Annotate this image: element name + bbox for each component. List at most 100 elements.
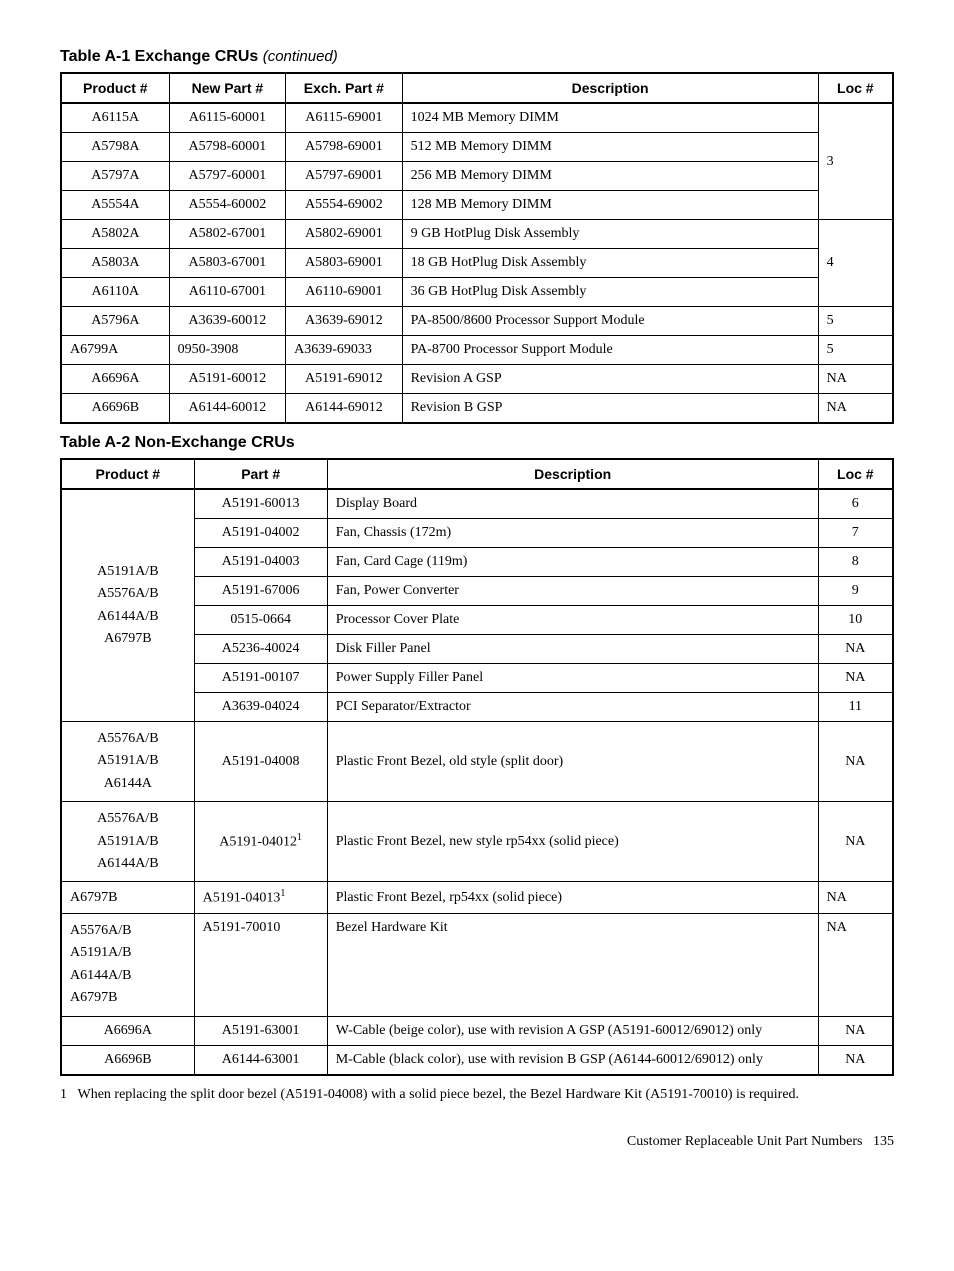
cell-part: A6144-63001 — [194, 1045, 327, 1075]
col-description: Description — [327, 459, 818, 489]
col-new-part: New Part # — [169, 73, 285, 103]
cell-description: Fan, Card Cage (119m) — [327, 548, 818, 577]
cell-new-part: A5797-60001 — [169, 162, 285, 191]
table-row: A6696A A5191-60012 A5191-69012 Revision … — [61, 365, 893, 394]
table-row: A6696A A5191-63001 W-Cable (beige color)… — [61, 1016, 893, 1045]
cell-new-part: A5191-60012 — [169, 365, 285, 394]
cell-description: PCI Separator/Extractor — [327, 693, 818, 722]
cell-part: A5191-67006 — [194, 577, 327, 606]
cell-description: Processor Cover Plate — [327, 606, 818, 635]
prod-line: A5191A/B — [97, 753, 158, 768]
cell-part: A3639-04024 — [194, 693, 327, 722]
cell-exch-part: A6115-69001 — [286, 103, 402, 133]
prod-line: A5191A/B — [70, 945, 131, 960]
cell-product: A5803A — [61, 249, 169, 278]
table-row: A5576A/B A5191A/B A6144A A5191-04008 Pla… — [61, 722, 893, 802]
cell-loc: 10 — [818, 606, 893, 635]
table-header-row: Product # Part # Description Loc # — [61, 459, 893, 489]
cell-loc: NA — [818, 1016, 893, 1045]
cell-part: A5191-040121 — [194, 802, 327, 882]
cell-loc: NA — [818, 664, 893, 693]
cell-part: A5191-04003 — [194, 548, 327, 577]
cell-loc: NA — [818, 394, 893, 424]
cell-product-group: A5576A/B A5191A/B A6144A — [61, 722, 194, 802]
cell-loc: 11 — [818, 693, 893, 722]
prod-line: A5191A/B — [97, 834, 158, 849]
cell-new-part: A5803-67001 — [169, 249, 285, 278]
table-row: A6115A A6115-60001 A6115-69001 1024 MB M… — [61, 103, 893, 133]
cell-product: A5554A — [61, 191, 169, 220]
cell-loc: 5 — [818, 336, 893, 365]
prod-line: A6797B — [104, 631, 151, 646]
footnote-ref: 1 — [297, 832, 302, 843]
cell-part: A5191-60013 — [194, 489, 327, 519]
caption-continued: (continued) — [263, 48, 338, 65]
table-row: A5191A/B A5576A/B A6144A/B A6797B A5191-… — [61, 489, 893, 519]
cell-part: A5191-04008 — [194, 722, 327, 802]
cell-new-part: 0950-3908 — [169, 336, 285, 365]
cell-description: Revision B GSP — [402, 394, 818, 424]
cell-loc: 6 — [818, 489, 893, 519]
cell-description: 1024 MB Memory DIMM — [402, 103, 818, 133]
cell-description: Plastic Front Bezel, new style rp54xx (s… — [327, 802, 818, 882]
col-loc: Loc # — [818, 459, 893, 489]
cell-new-part: A5802-67001 — [169, 220, 285, 249]
cell-exch-part: A5802-69001 — [286, 220, 402, 249]
prod-line: A6144A — [104, 776, 152, 791]
cell-part: A5191-70010 — [194, 914, 327, 1017]
cell-loc: NA — [818, 882, 893, 914]
cell-exch-part: A3639-69012 — [286, 307, 402, 336]
table-a1: Product # New Part # Exch. Part # Descri… — [60, 72, 894, 424]
cell-exch-part: A5803-69001 — [286, 249, 402, 278]
cell-product: A6696B — [61, 394, 169, 424]
cell-new-part: A6110-67001 — [169, 278, 285, 307]
footnote-text: When replacing the split door bezel (A51… — [78, 1087, 800, 1102]
prod-line: A5191A/B — [97, 564, 158, 579]
cell-new-part: A6144-60012 — [169, 394, 285, 424]
cell-product: A6799A — [61, 336, 169, 365]
caption-text: Table A-1 Exchange CRUs — [60, 48, 263, 65]
cell-description: 512 MB Memory DIMM — [402, 133, 818, 162]
cell-product: A6696A — [61, 365, 169, 394]
table-row: A5554A A5554-60002 A5554-69002 128 MB Me… — [61, 191, 893, 220]
cell-new-part: A5798-60001 — [169, 133, 285, 162]
part-text: A5191-04013 — [203, 891, 281, 906]
cell-new-part: A6115-60001 — [169, 103, 285, 133]
footer-title: Customer Replaceable Unit Part Numbers — [627, 1134, 863, 1149]
cell-loc: NA — [818, 722, 893, 802]
cell-loc: 9 — [818, 577, 893, 606]
cell-description: Plastic Front Bezel, old style (split do… — [327, 722, 818, 802]
cell-loc: NA — [818, 635, 893, 664]
cell-product-group: A5191A/B A5576A/B A6144A/B A6797B — [61, 489, 194, 722]
cell-part: 0515-0664 — [194, 606, 327, 635]
cell-exch-part: A5191-69012 — [286, 365, 402, 394]
cell-description: Power Supply Filler Panel — [327, 664, 818, 693]
cell-product: A6696A — [61, 1016, 194, 1045]
cell-exch-part: A5798-69001 — [286, 133, 402, 162]
cell-description: Disk Filler Panel — [327, 635, 818, 664]
cell-part: A5236-40024 — [194, 635, 327, 664]
cell-description: Plastic Front Bezel, rp54xx (solid piece… — [327, 882, 818, 914]
table-row: A6799A 0950-3908 A3639-69033 PA-8700 Pro… — [61, 336, 893, 365]
table-a2: Product # Part # Description Loc # A5191… — [60, 458, 894, 1076]
cell-loc: 4 — [818, 220, 893, 307]
col-description: Description — [402, 73, 818, 103]
cell-exch-part: A6144-69012 — [286, 394, 402, 424]
cell-part: A5191-63001 — [194, 1016, 327, 1045]
prod-line: A5576A/B — [97, 811, 158, 826]
table-row: A5803A A5803-67001 A5803-69001 18 GB Hot… — [61, 249, 893, 278]
cell-description: 9 GB HotPlug Disk Assembly — [402, 220, 818, 249]
page-footer: Customer Replaceable Unit Part Numbers 1… — [60, 1134, 894, 1150]
table-header-row: Product # New Part # Exch. Part # Descri… — [61, 73, 893, 103]
cell-description: Fan, Power Converter — [327, 577, 818, 606]
cell-description: Revision A GSP — [402, 365, 818, 394]
table-row: A5802A A5802-67001 A5802-69001 9 GB HotP… — [61, 220, 893, 249]
footer-page-number: 135 — [873, 1134, 894, 1149]
table-row: A6110A A6110-67001 A6110-69001 36 GB Hot… — [61, 278, 893, 307]
cell-product-group: A5576A/B A5191A/B A6144A/B A6797B — [61, 914, 194, 1017]
cell-loc: NA — [818, 802, 893, 882]
cell-part: A5191-04002 — [194, 519, 327, 548]
table-row: A5797A A5797-60001 A5797-69001 256 MB Me… — [61, 162, 893, 191]
table-a1-caption: Table A-1 Exchange CRUs (continued) — [60, 48, 894, 66]
cell-loc: 3 — [818, 103, 893, 220]
